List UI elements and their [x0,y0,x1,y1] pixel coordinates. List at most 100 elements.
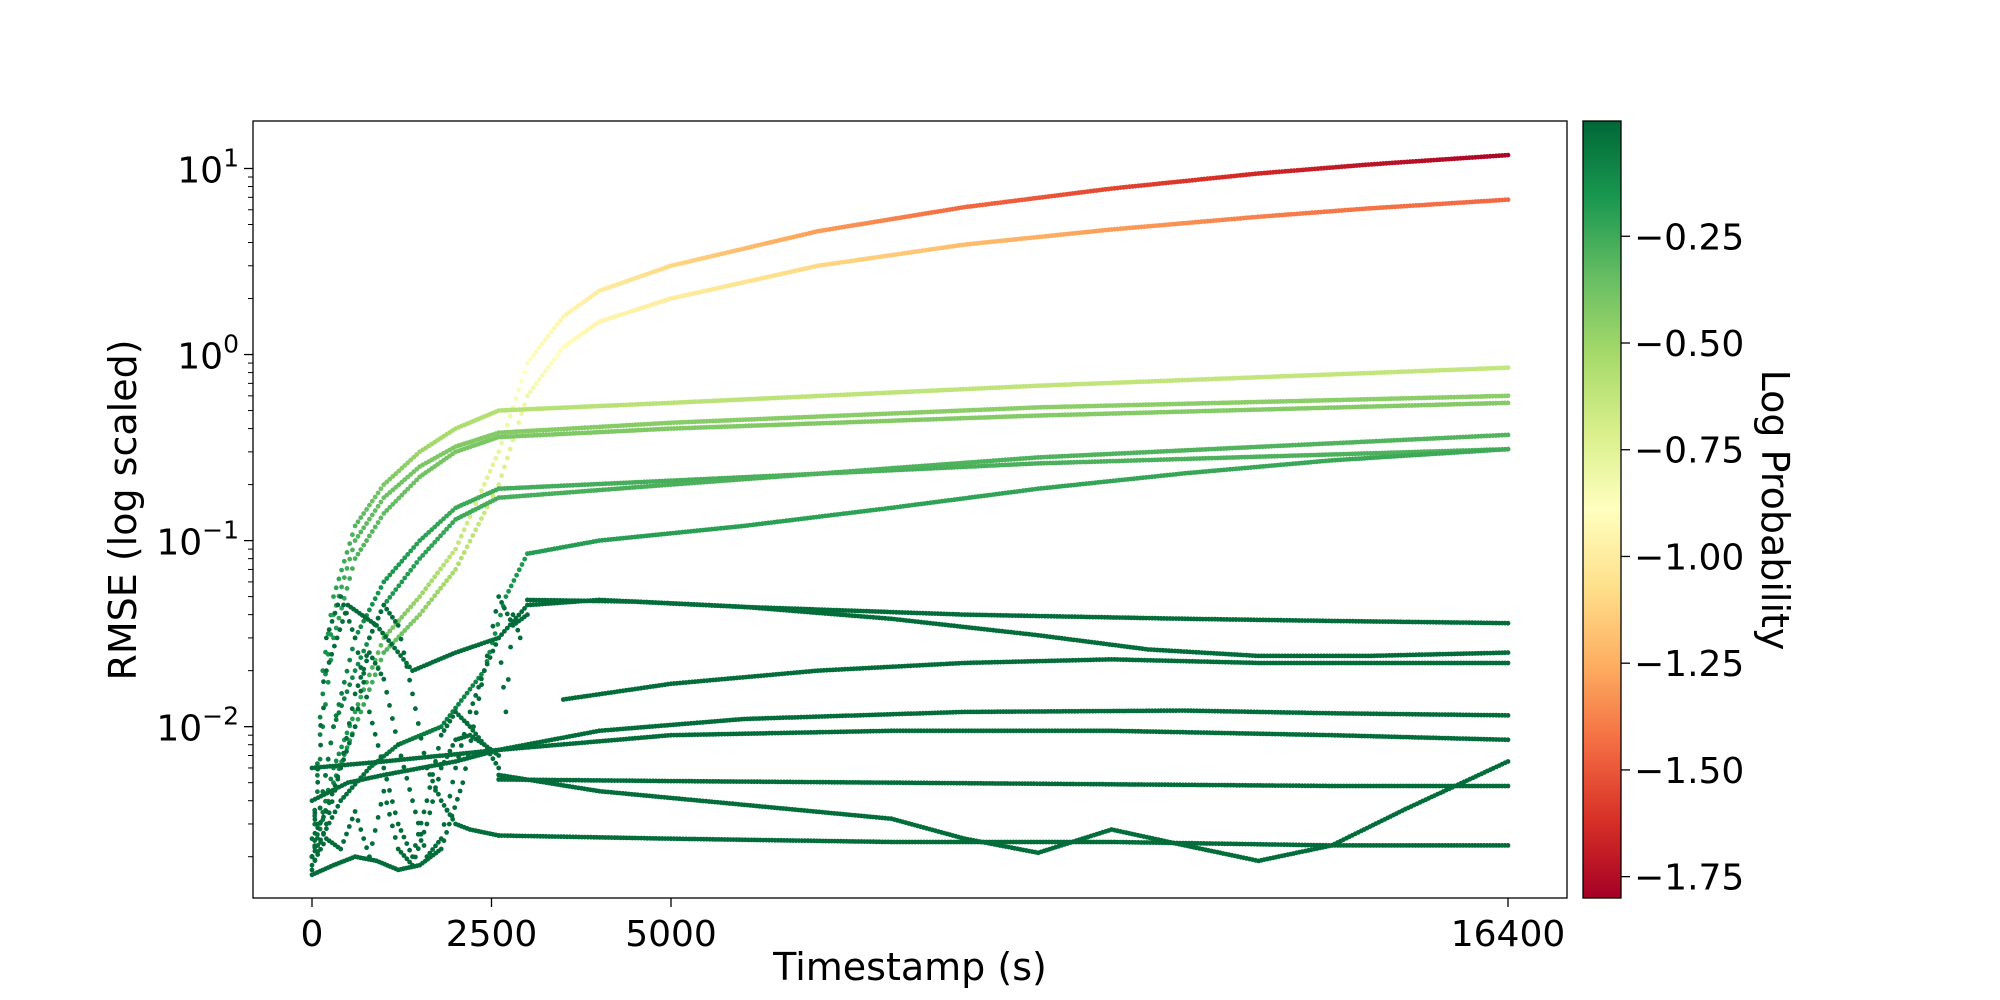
data-point [438,585,443,591]
data-point [1505,446,1511,452]
series-9 [309,597,1511,860]
data-point [499,473,504,479]
data-point [372,524,378,530]
data-point [401,657,406,662]
data-point [364,507,369,512]
data-point [525,360,530,366]
data-point [450,570,455,576]
data-point [323,773,328,778]
data-point [344,668,350,674]
data-point [372,508,378,513]
data-point [519,411,525,416]
data-point [367,672,372,678]
data-point [557,318,563,323]
data-point [1505,660,1511,666]
data-point [358,655,364,660]
data-point [461,550,467,555]
data-point [510,437,516,443]
data-point [350,716,355,722]
data-point [378,515,384,521]
data-point [490,462,496,468]
data-point [384,598,390,604]
data-point [444,558,449,564]
data-point [1505,620,1511,626]
data-point [355,716,361,722]
data-point [423,604,429,610]
data-point [444,578,449,584]
series-10 [525,597,1511,659]
data-point [492,631,498,636]
data-point [358,709,364,715]
data-point [503,594,509,599]
data-point [339,691,344,696]
data-point [336,751,342,757]
data-point [435,570,440,576]
data-point [389,641,394,647]
data-point [528,356,533,362]
data-point [441,562,446,568]
data-point [372,494,378,500]
data-point [315,789,320,795]
data-point [414,615,420,621]
data-point [372,596,378,602]
data-point [358,694,364,700]
data-point [350,532,355,538]
data-point [420,608,426,614]
data-point [402,611,408,617]
data-point [378,642,384,648]
data-point [339,744,344,750]
data-point [493,455,499,461]
data-point [435,589,440,595]
data-point [336,576,342,582]
data-point [331,594,336,599]
data-point [464,690,470,696]
data-point [525,393,530,399]
data-point [473,679,479,685]
data-point [375,650,381,656]
data-point [408,567,414,573]
data-point [333,758,339,764]
data-point [350,547,355,553]
data-point [315,761,320,767]
data-point [352,523,358,529]
data-point [458,555,464,561]
data-point [554,321,560,327]
data-point [350,675,355,681]
scatter-data [309,152,1511,878]
data-point [514,572,519,578]
data-point [339,584,344,590]
data-point [447,554,452,560]
data-point [548,360,554,366]
data-point [336,710,342,716]
data-point [341,679,347,685]
data-point [473,527,479,533]
data-point [513,396,519,401]
data-point [438,724,444,730]
data-point [344,566,350,571]
data-point [402,628,408,633]
series-3 [309,365,1511,860]
data-point [484,475,490,481]
series-4 [309,393,1511,860]
data-point [369,679,375,685]
data-point [476,521,481,527]
data-point [387,595,393,600]
data-point [364,642,369,647]
data-point [1505,650,1511,655]
series-2 [309,197,1511,860]
data-point [361,511,367,516]
data-point [355,551,361,557]
data-point [369,498,375,504]
data-point [367,607,372,613]
data-point [381,650,387,655]
data-point [473,501,479,507]
data-point [378,657,384,663]
data-point [470,533,476,538]
data-point [507,446,513,452]
data-point [335,803,341,809]
data-point [380,630,385,636]
data-point [324,826,329,832]
data-point [496,449,502,455]
data-point [534,381,539,386]
data-point [344,689,350,695]
